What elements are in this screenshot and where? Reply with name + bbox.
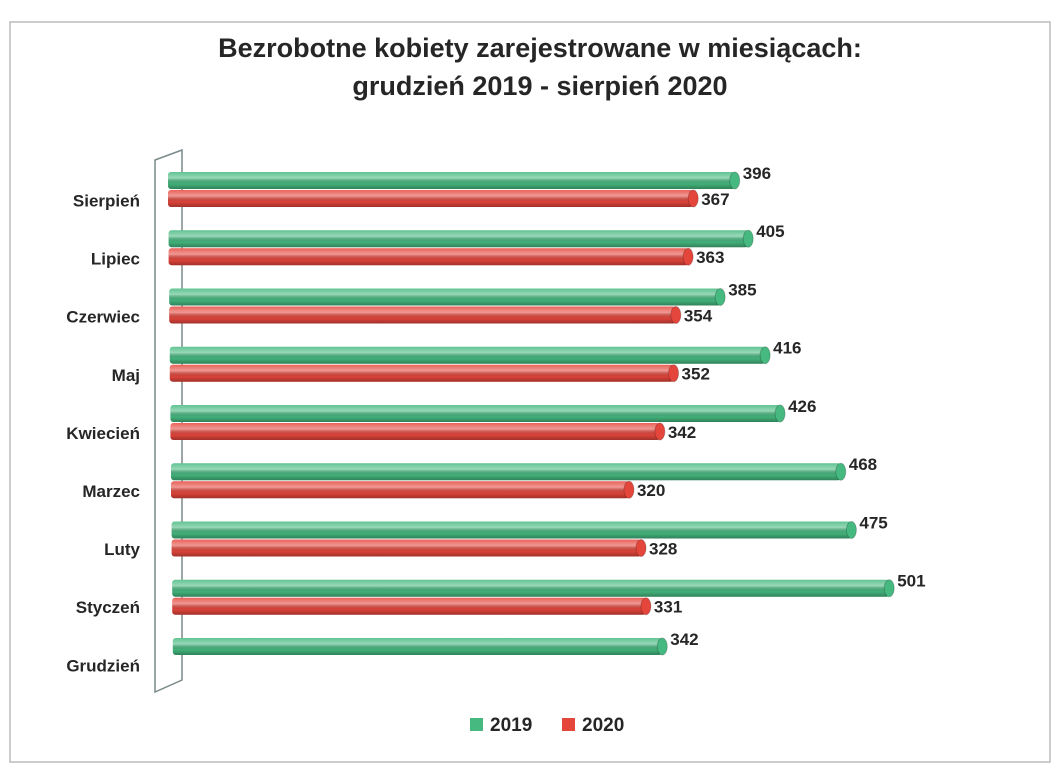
bar-shine: [171, 463, 841, 481]
bar-cap: [670, 306, 682, 324]
data-label: 320: [637, 481, 665, 500]
bar-cap: [714, 288, 726, 306]
bar-shine: [172, 579, 890, 597]
data-label: 342: [670, 630, 698, 649]
legend-swatch: [470, 718, 483, 731]
bar-cap: [883, 579, 895, 598]
bar-shine: [172, 597, 646, 615]
axis-wall: [154, 148, 183, 694]
bar-shine: [168, 190, 694, 207]
data-label: 475: [859, 513, 887, 532]
bar-shine: [169, 364, 674, 382]
bar-shine: [168, 172, 735, 189]
bar-cap: [687, 189, 699, 208]
bar-shine: [169, 346, 766, 364]
bar-shine: [171, 539, 642, 557]
y-tick-label: Sierpień: [73, 191, 140, 210]
bar-shine: [169, 288, 721, 306]
bar-cap: [654, 422, 666, 441]
y-tick-label: Grudzień: [66, 656, 140, 675]
bar-shine: [171, 521, 852, 539]
data-label: 328: [649, 539, 677, 558]
y-tick-label: Lipiec: [91, 250, 140, 269]
bar-cap: [656, 637, 668, 656]
bar-shine: [168, 230, 749, 248]
data-label: 367: [701, 190, 729, 209]
y-tick-label: Czerwiec: [66, 308, 140, 327]
data-label: 396: [743, 164, 771, 183]
y-tick-label: Kwiecień: [66, 424, 140, 443]
y-tick-label: Styczeń: [76, 598, 140, 617]
legend-label: 2020: [582, 715, 624, 736]
bar-cap: [623, 480, 635, 499]
y-tick-label: Maj: [112, 366, 140, 385]
data-label: 385: [728, 280, 756, 299]
bar-shine: [169, 306, 676, 324]
bar-cap: [682, 247, 694, 266]
legend-swatch: [562, 718, 575, 731]
data-label: 468: [849, 455, 877, 474]
bar-cap: [668, 364, 680, 383]
data-label: 352: [682, 365, 710, 384]
legend-label: 2019: [490, 715, 532, 736]
data-label: 501: [897, 572, 925, 591]
bar-cap: [742, 229, 754, 248]
bar-shine: [171, 481, 629, 499]
data-label: 354: [684, 306, 713, 325]
bar-cap: [835, 462, 847, 481]
data-label: 363: [696, 248, 724, 267]
data-label: 426: [788, 397, 816, 416]
data-label: 416: [773, 339, 801, 358]
chart-subtitle: grudzień 2019 - sierpień 2020: [352, 71, 727, 101]
bar-shine: [168, 248, 689, 266]
data-label: 331: [654, 598, 682, 617]
y-tick-label: Luty: [104, 540, 140, 559]
data-label: 405: [756, 222, 784, 241]
bar-cap: [774, 404, 786, 423]
bar-cap: [635, 539, 647, 557]
bar-shine: [170, 405, 781, 422]
chart-title: Bezrobotne kobiety zarejestrowane w mies…: [218, 33, 862, 63]
data-label: 342: [668, 423, 696, 442]
bar-cap: [845, 521, 857, 539]
bar-cap: [759, 346, 771, 365]
bar-shine: [170, 423, 660, 440]
bar-shine: [172, 638, 663, 655]
y-tick-label: Marzec: [82, 482, 140, 501]
bar-cap: [640, 597, 652, 616]
bar-cap: [729, 171, 741, 190]
